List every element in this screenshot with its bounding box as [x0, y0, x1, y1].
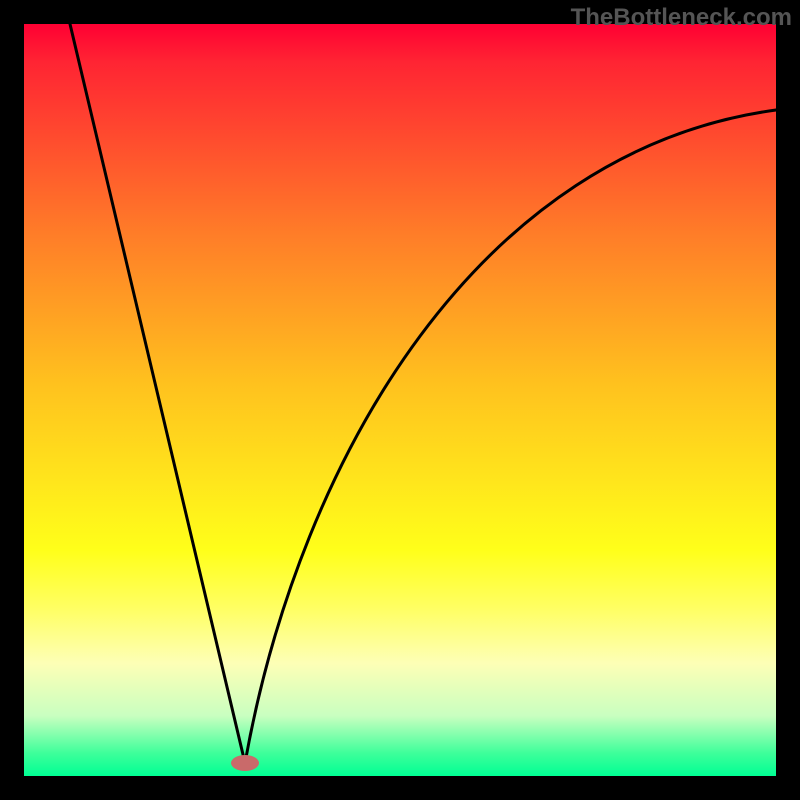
dip-marker	[231, 755, 259, 771]
curve-left-branch	[70, 24, 245, 763]
attribution-text: TheBottleneck.com	[571, 4, 792, 32]
curve-right-branch	[245, 110, 776, 763]
chart-container: TheBottleneck.com	[0, 0, 800, 800]
curve-layer	[0, 0, 800, 800]
